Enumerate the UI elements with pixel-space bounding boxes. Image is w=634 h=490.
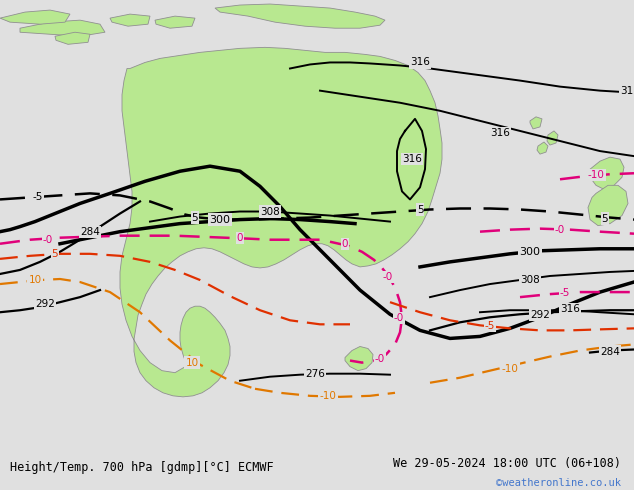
Polygon shape <box>110 14 150 26</box>
Text: -0: -0 <box>394 313 404 323</box>
Text: 5: 5 <box>191 213 198 222</box>
Text: 300: 300 <box>519 247 541 257</box>
Text: 316: 316 <box>490 128 510 138</box>
Text: 316: 316 <box>560 304 580 314</box>
Text: 292: 292 <box>35 299 55 309</box>
Text: -5: -5 <box>560 288 570 298</box>
Text: -10: -10 <box>320 391 337 401</box>
Text: 316: 316 <box>402 154 422 164</box>
Text: -0: -0 <box>555 224 565 235</box>
Text: Height/Temp. 700 hPa [gdmp][°C] ECMWF: Height/Temp. 700 hPa [gdmp][°C] ECMWF <box>10 462 273 474</box>
Text: 292: 292 <box>530 310 550 320</box>
Text: 0: 0 <box>342 239 348 249</box>
Text: 284: 284 <box>600 346 620 357</box>
Polygon shape <box>55 32 90 44</box>
Polygon shape <box>537 142 548 154</box>
Text: 276: 276 <box>305 368 325 379</box>
Text: -10: -10 <box>501 364 519 374</box>
Text: 284: 284 <box>80 227 100 237</box>
Polygon shape <box>590 157 624 189</box>
Polygon shape <box>345 346 373 370</box>
Text: -10: -10 <box>588 170 604 180</box>
Text: -5: -5 <box>33 193 43 202</box>
Polygon shape <box>530 117 542 129</box>
Polygon shape <box>120 48 442 397</box>
Text: 300: 300 <box>209 215 231 224</box>
Text: -0: -0 <box>383 272 393 282</box>
Text: 5: 5 <box>417 204 424 215</box>
Text: -0: -0 <box>375 354 385 364</box>
Text: 308: 308 <box>260 206 280 217</box>
Text: 5: 5 <box>52 249 58 259</box>
Text: 10: 10 <box>185 358 198 368</box>
Text: -5: -5 <box>485 321 495 331</box>
Text: We 29-05-2024 18:00 UTC (06+108): We 29-05-2024 18:00 UTC (06+108) <box>393 457 621 470</box>
Text: 316: 316 <box>620 86 634 96</box>
Polygon shape <box>155 16 195 28</box>
Polygon shape <box>20 20 105 36</box>
Polygon shape <box>0 10 70 24</box>
Text: 10: 10 <box>29 275 42 285</box>
Polygon shape <box>547 131 558 145</box>
Polygon shape <box>215 4 385 28</box>
Polygon shape <box>588 185 628 225</box>
Text: 0: 0 <box>236 233 243 243</box>
Text: -0: -0 <box>43 235 53 245</box>
Text: 308: 308 <box>520 275 540 285</box>
Text: ©weatheronline.co.uk: ©weatheronline.co.uk <box>496 478 621 489</box>
Text: 316: 316 <box>410 57 430 68</box>
Text: 5: 5 <box>602 214 608 223</box>
